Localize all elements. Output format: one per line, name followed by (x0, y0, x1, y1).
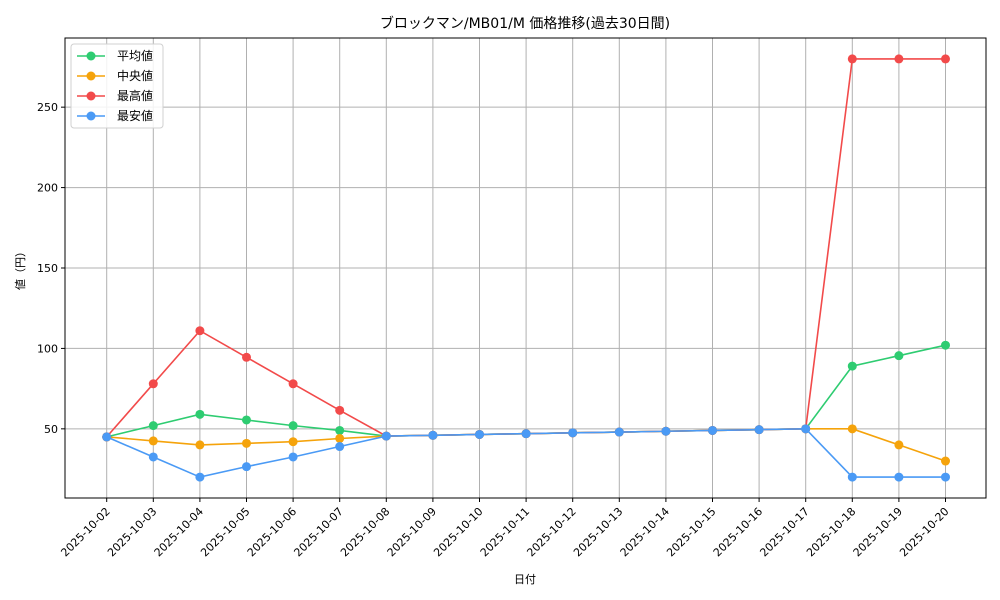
data-point (708, 425, 717, 435)
y-axis-ticks: 50 100 150 200 250 (37, 101, 65, 436)
x-tick-label: 2025-10-20 (897, 505, 951, 559)
legend-label: 中央値 (117, 68, 153, 83)
legend-dot-marker (86, 51, 96, 61)
y-tick-label: 150 (37, 262, 58, 275)
data-point (847, 54, 857, 64)
data-point (288, 379, 298, 389)
data-point (148, 452, 158, 462)
data-point (335, 405, 345, 415)
data-point (847, 472, 857, 482)
data-point (195, 472, 205, 482)
data-point (801, 424, 811, 434)
data-point (195, 409, 205, 419)
legend-dot-marker (86, 111, 96, 121)
legend-item: 最高値 (77, 88, 153, 103)
legend-label: 最安値 (117, 108, 153, 123)
legend-dot-marker (86, 71, 96, 81)
data-point (568, 428, 578, 438)
data-point (661, 426, 671, 436)
y-tick-label: 250 (37, 101, 58, 114)
series-3 (102, 424, 950, 482)
data-point (847, 361, 857, 371)
data-point (242, 352, 251, 362)
legend-label: 平均値 (117, 48, 153, 63)
data-point (242, 415, 251, 425)
data-point (894, 351, 904, 361)
data-point (288, 452, 298, 462)
legend-item: 中央値 (77, 68, 153, 83)
data-point (195, 326, 205, 336)
legend-item: 平均値 (77, 48, 153, 63)
data-point (941, 340, 950, 350)
series-layer (102, 54, 950, 482)
y-tick-label: 100 (37, 342, 58, 355)
data-point (288, 437, 298, 447)
data-point (754, 425, 764, 435)
chart-title: ブロックマン/MB01/M 価格推移(過去30日間) (380, 15, 670, 32)
data-point (148, 436, 158, 446)
x-axis-label: 日付 (514, 573, 536, 586)
y-axis-label: 値（円） (14, 246, 27, 290)
y-tick-label: 50 (44, 423, 58, 436)
data-point (847, 424, 857, 434)
data-point (894, 472, 904, 482)
legend-label: 最高値 (117, 88, 153, 103)
data-point (242, 462, 251, 472)
data-point (148, 421, 158, 431)
grid-lines (65, 38, 986, 498)
data-point (335, 433, 345, 443)
data-point (335, 442, 345, 452)
legend-box (70, 43, 164, 129)
data-point (288, 421, 298, 431)
data-point (475, 429, 484, 439)
y-tick-label: 200 (37, 182, 58, 195)
data-point (335, 425, 345, 435)
data-point (242, 438, 251, 448)
data-point (894, 440, 904, 450)
legend-dot-marker (86, 91, 96, 101)
data-point (102, 432, 112, 442)
data-point (521, 429, 531, 439)
data-point (941, 456, 950, 466)
data-point (148, 379, 158, 389)
data-point (941, 472, 950, 482)
x-axis-ticks: 2025-10-022025-10-032025-10-042025-10-05… (58, 498, 952, 559)
data-point (381, 431, 391, 441)
data-point (428, 430, 438, 440)
legend-item: 最安値 (77, 108, 153, 123)
data-point (195, 440, 205, 450)
data-point (941, 54, 950, 64)
data-point (894, 54, 904, 64)
data-point (614, 427, 624, 437)
